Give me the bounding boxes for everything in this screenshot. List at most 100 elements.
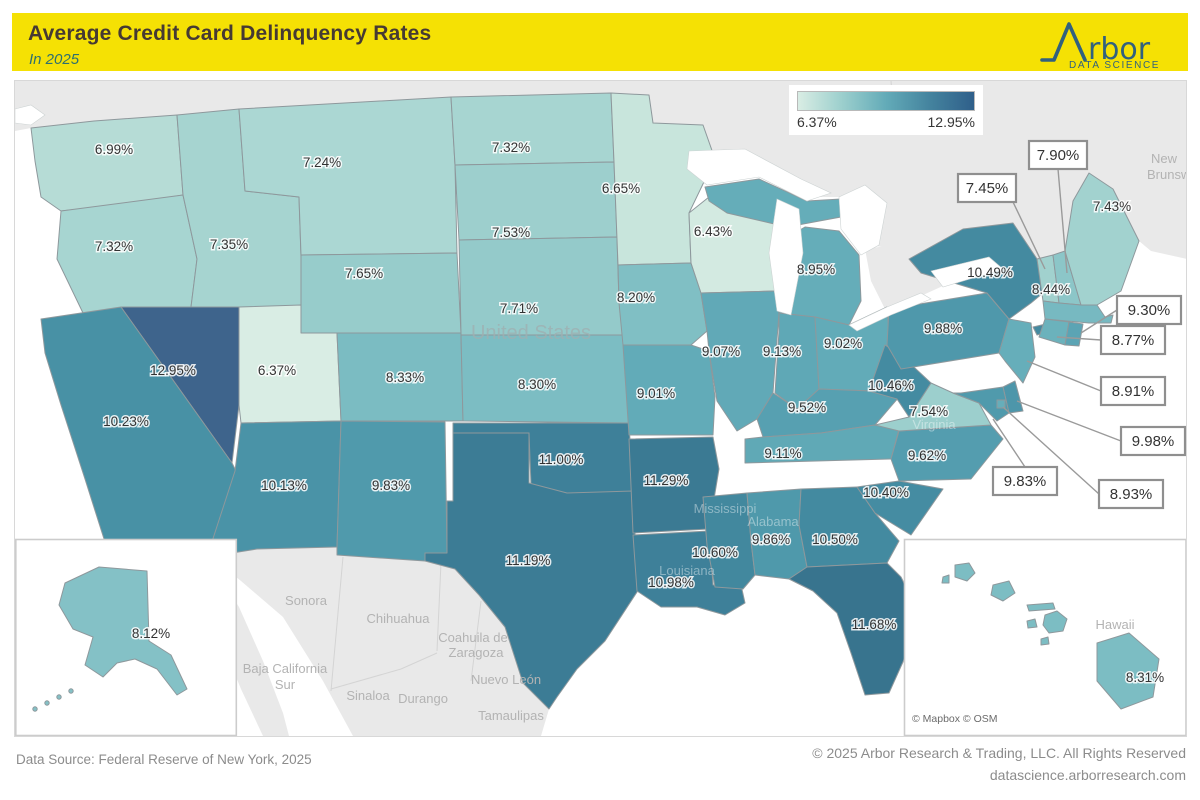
hawaii-island-oahu[interactable] xyxy=(990,580,1016,602)
map-attribution[interactable]: © Mapbox © OSM xyxy=(912,713,998,725)
footer-copyright-block: © 2025 Arbor Research & Trading, LLC. Al… xyxy=(812,742,1186,786)
state-nebraska[interactable] xyxy=(458,236,628,336)
callout-box-nh[interactable] xyxy=(1027,139,1089,171)
geo-label-baja-2: Sur xyxy=(275,677,296,692)
callout-label-nj: 8.91% xyxy=(1112,383,1155,400)
state-district-of-columbia[interactable] xyxy=(996,399,1006,409)
callout-box-ct[interactable] xyxy=(1099,324,1167,356)
state-label-ar: 11.29% xyxy=(644,473,689,488)
callout-box-ri[interactable] xyxy=(1115,294,1183,326)
callout-label-ct: 8.77% xyxy=(1112,332,1155,349)
state-maryland[interactable] xyxy=(952,386,1010,422)
state-alaska[interactable] xyxy=(58,566,188,696)
callout-vermont: 7.45% xyxy=(956,172,1046,270)
state-label-ma: 8.44% xyxy=(1032,282,1070,297)
callout-new-hampshire: 7.90% xyxy=(1027,139,1089,274)
state-label-ak: 8.12% xyxy=(132,626,170,641)
geo-label-tamaulipas: Tamaulipas xyxy=(478,708,544,723)
state-label-ms: 10.60% xyxy=(692,545,738,560)
callout-delaware: 9.98% xyxy=(1016,400,1186,457)
state-label-ga: 10.50% xyxy=(812,532,858,547)
hawaii-island-molokai xyxy=(1026,602,1056,612)
callout-new-jersey: 8.91% xyxy=(1026,360,1167,407)
callout-leader-line-nj xyxy=(1026,360,1102,392)
lake-ontario xyxy=(930,256,1004,288)
hawaii-island-kauai[interactable] xyxy=(954,562,976,582)
logo-tagline: DATA SCIENCE xyxy=(1069,60,1160,69)
call-label-ri: 9.30% xyxy=(1128,302,1171,319)
state-label-nm: 9.83% xyxy=(372,478,410,493)
aleutian-island-2 xyxy=(44,700,50,706)
state-label-ny: 10.49% xyxy=(967,265,1013,280)
geo-label-sonora: Sonora xyxy=(285,593,328,608)
callout-rhode-island: 9.30% xyxy=(1080,294,1183,334)
state-label-va: 7.54% xyxy=(910,404,948,419)
hawaii-island-maui[interactable] xyxy=(1042,610,1068,634)
state-label-me: 7.43% xyxy=(1093,199,1131,214)
state-label-tx: 11.19% xyxy=(506,553,551,568)
hawaii-island-big-island[interactable] xyxy=(1096,632,1160,710)
geo-label-virginia: Virginia xyxy=(912,417,956,432)
state-label-wi: 6.43% xyxy=(694,224,732,239)
callout-box-dc[interactable] xyxy=(1097,478,1165,510)
geo-label-sinaloa: Sinaloa xyxy=(346,688,390,703)
state-label-nd: 7.32% xyxy=(492,140,530,155)
state-south-dakota[interactable] xyxy=(454,161,618,241)
callout-box-de[interactable] xyxy=(1119,425,1186,457)
state-new-jersey[interactable] xyxy=(998,318,1036,384)
geo-label-mississippi: Mississippi xyxy=(694,501,757,516)
state-label-or: 7.32% xyxy=(95,239,133,254)
legend-gradient-bar xyxy=(797,91,975,111)
state-label-fl: 11.68% xyxy=(852,617,897,632)
callout-maryland: 9.83% xyxy=(991,418,1059,497)
geo-label-new-brunswick-2: Brunswick xyxy=(1147,167,1186,182)
state-label-la: 10.98% xyxy=(648,575,694,590)
state-label-ks: 8.30% xyxy=(518,377,556,392)
callout-box-md[interactable] xyxy=(991,465,1059,497)
geo-label-alabama: Alabama xyxy=(747,514,799,529)
header-banner: Average Credit Card Delinquency Rates In… xyxy=(12,13,1188,71)
state-north-dakota[interactable] xyxy=(450,92,615,166)
state-label-co: 8.33% xyxy=(386,370,424,385)
state-label-ca: 10.23% xyxy=(103,414,149,429)
callout-label-dc: 8.93% xyxy=(1110,486,1153,503)
callout-box-vt[interactable] xyxy=(956,172,1018,204)
hawaii-island-kahoolawe xyxy=(1040,636,1050,646)
mexico-state-borders xyxy=(330,556,482,692)
geo-label-louisiana: Louisiana xyxy=(659,563,715,578)
state-label-ne: 7.71% xyxy=(500,301,538,316)
state-label-in: 9.13% xyxy=(763,344,801,359)
state-label-az: 10.13% xyxy=(261,478,307,493)
state-missouri[interactable] xyxy=(622,344,716,436)
geo-label-hawaii: Hawaii xyxy=(1095,617,1134,632)
state-wyoming[interactable] xyxy=(300,252,462,334)
data-source-note: Data Source: Federal Reserve of New York… xyxy=(16,752,312,767)
state-oregon[interactable] xyxy=(56,194,198,314)
map-attribution-chip xyxy=(907,708,995,728)
state-texas[interactable] xyxy=(424,432,640,710)
state-label-mi: 8.95% xyxy=(797,262,835,277)
aleutian-island-4 xyxy=(68,688,74,694)
aleutian-island-1 xyxy=(32,706,38,712)
geo-label-coahuila-2: Zaragoza xyxy=(449,645,505,660)
geo-label-united-states: United States xyxy=(471,322,591,344)
callout-box-nj[interactable] xyxy=(1099,375,1167,407)
callout-label-de: 9.98% xyxy=(1132,433,1175,450)
callout-leader-line-md xyxy=(992,418,1026,468)
state-west-virginia[interactable] xyxy=(868,344,932,418)
geo-label-durango: Durango xyxy=(398,691,448,706)
website-link[interactable]: datascience.arborresearch.com xyxy=(989,767,1186,783)
callout-label-nh: 7.90% xyxy=(1037,147,1080,164)
callout-label-vt: 7.45% xyxy=(966,180,1009,197)
callout-leader-line-ct xyxy=(1056,336,1102,341)
lake-huron xyxy=(838,184,888,256)
state-florida[interactable] xyxy=(788,562,916,696)
arbor-logo: rbor DATA SCIENCE xyxy=(1038,17,1160,71)
map-panel: United States New Brunswick Sonora Chihu… xyxy=(14,80,1187,737)
state-label-mt: 7.24% xyxy=(303,155,341,170)
state-massachusetts[interactable] xyxy=(1042,300,1114,324)
state-south-carolina[interactable] xyxy=(856,480,944,536)
state-washington[interactable] xyxy=(30,114,184,212)
geo-label-coahuila-1: Coahuila de xyxy=(438,630,507,645)
callout-connecticut: 8.77% xyxy=(1056,324,1167,356)
